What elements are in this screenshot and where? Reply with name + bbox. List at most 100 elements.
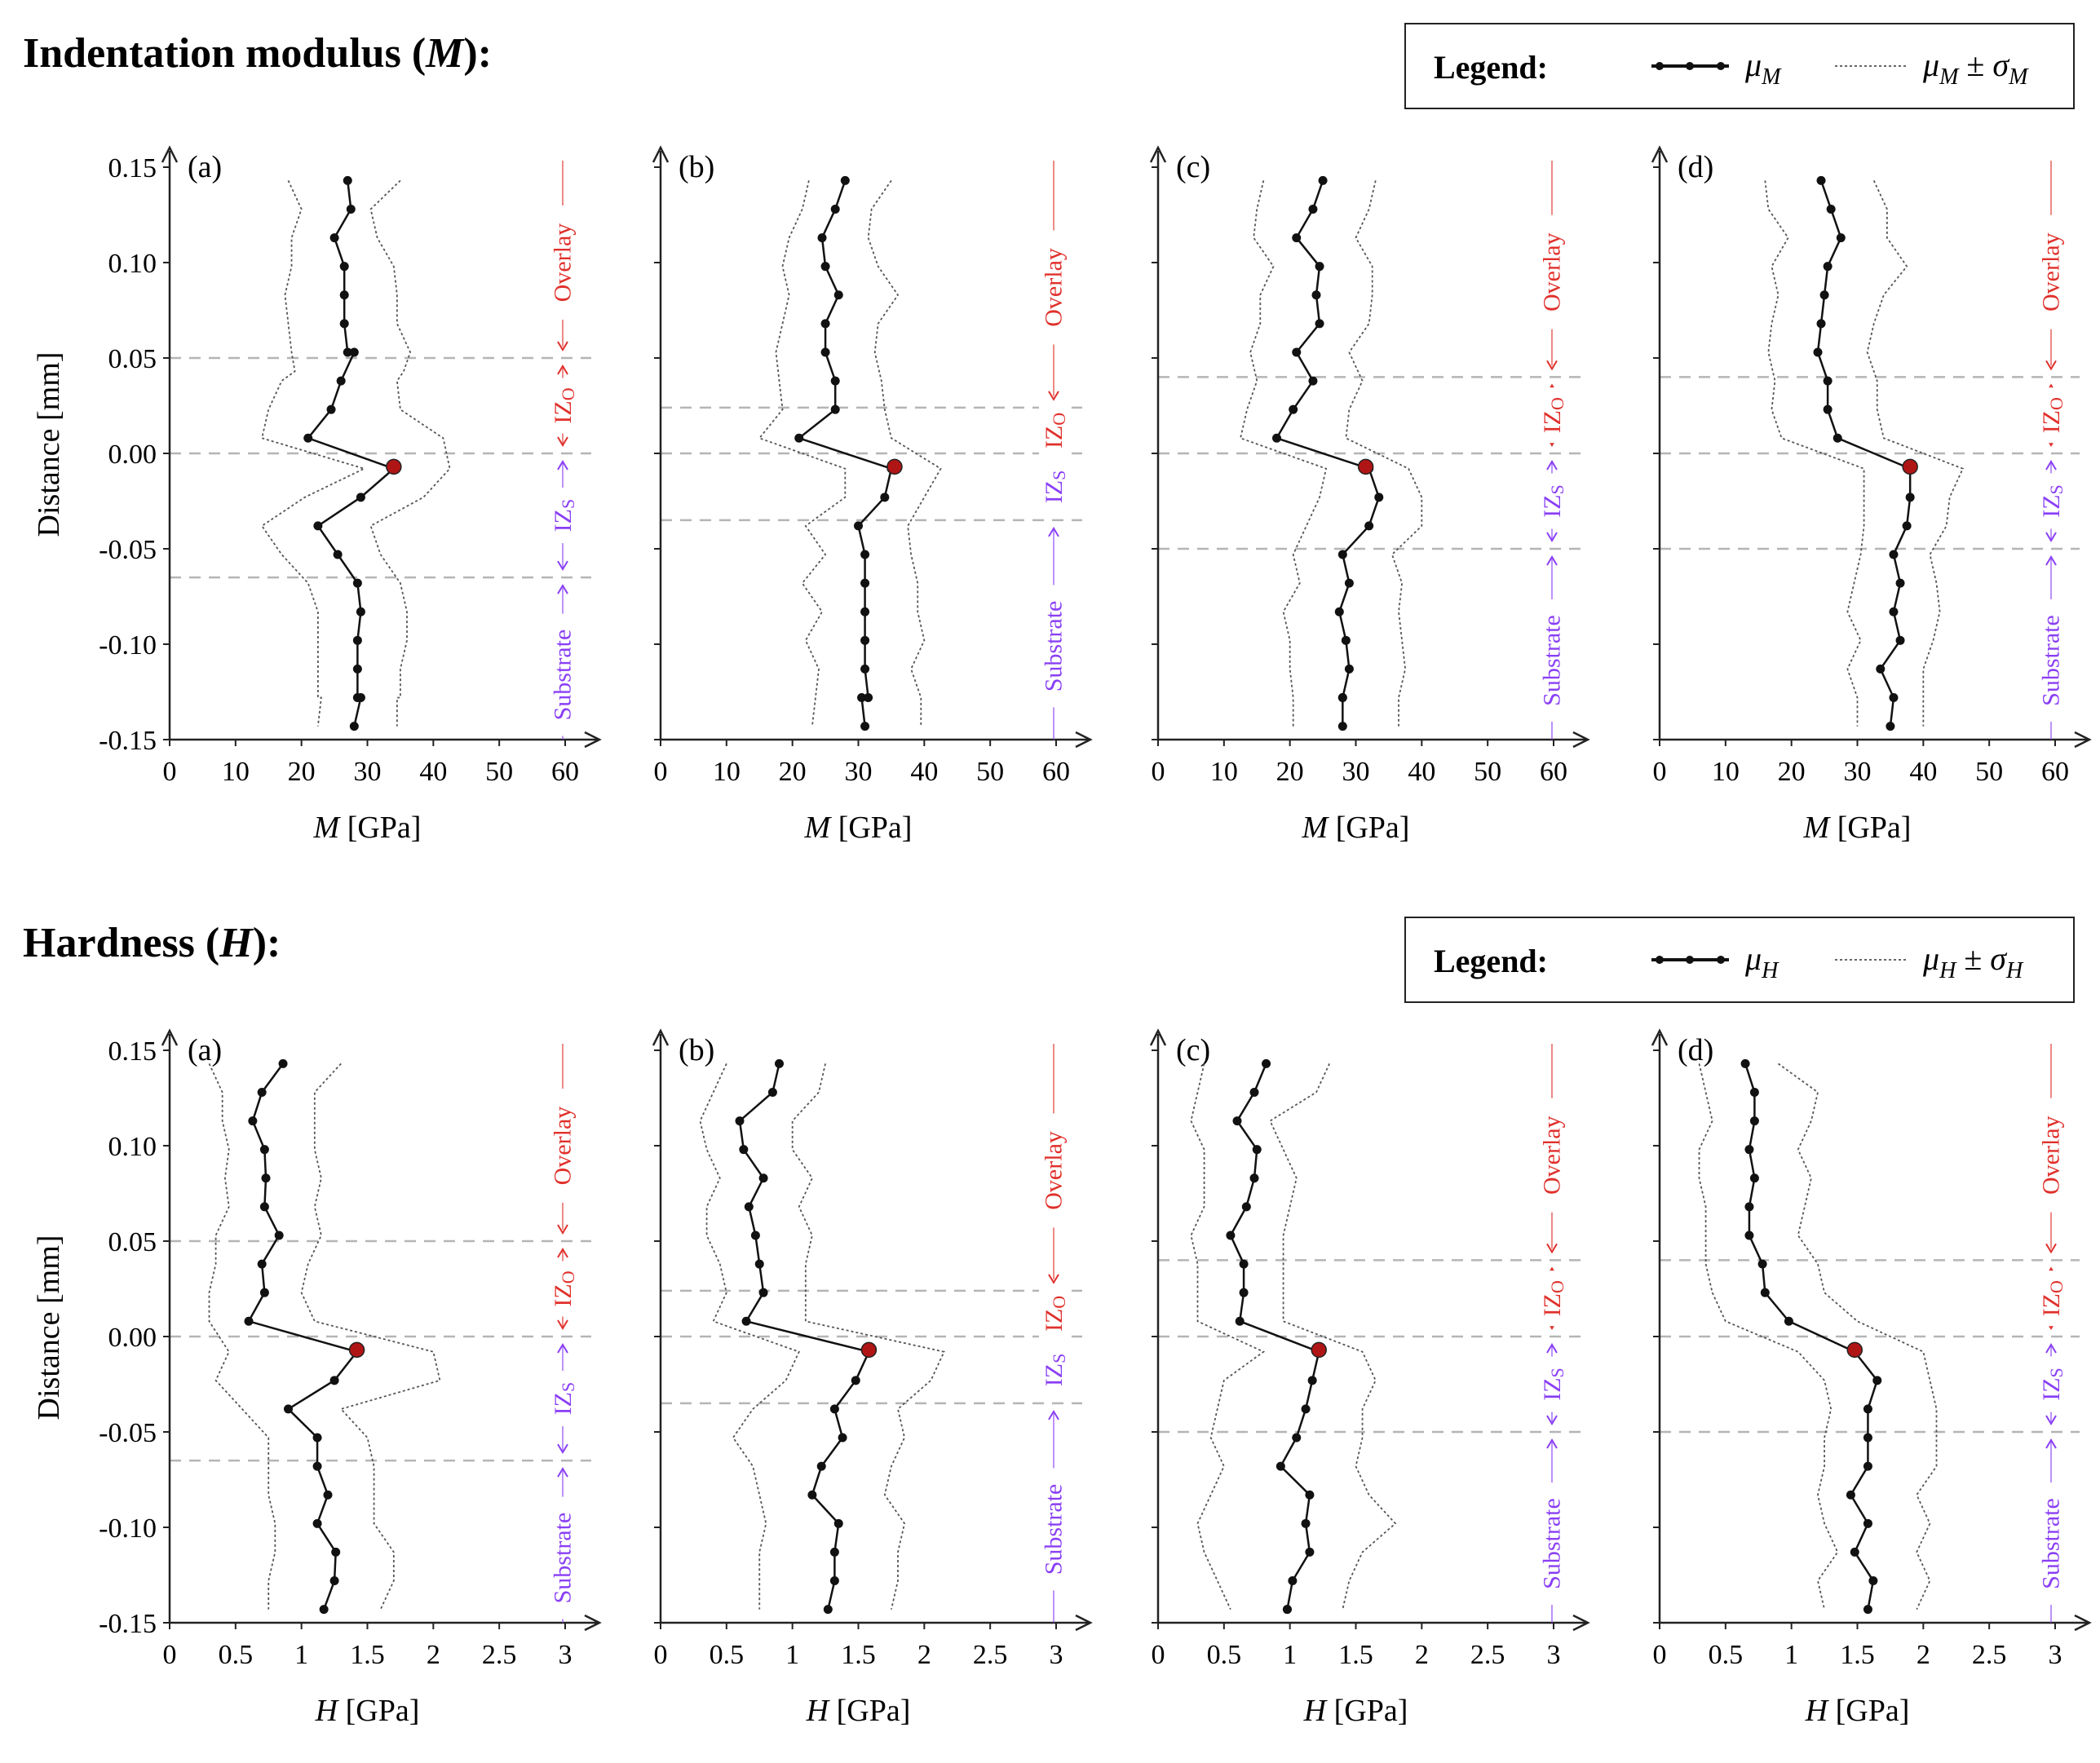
mean-marker [1895,578,1905,588]
mean-marker [1749,1087,1759,1097]
interface-point [886,458,903,475]
x-tick-label: 30 [1844,757,1872,787]
substrate-arrow [557,1467,568,1478]
mean-marker [857,693,867,703]
substrate-arrow [1048,1409,1059,1421]
x-tick-label: 1 [294,1640,308,1670]
y-axis-title-hardness: Distance [mm] [32,1235,66,1421]
y-axis-arrow [1651,145,1669,163]
label-bg [2036,387,2066,444]
izs-arrow-bottom [2045,1415,2057,1425]
y-tick-label: 0.15 [108,1036,157,1067]
zone-label-izo: IZO [1539,397,1567,433]
mean-marker [1288,1576,1298,1586]
x-tick-label: 60 [1540,757,1567,787]
izo-arrow-bottom [557,436,568,447]
mean-marker [1823,404,1833,414]
mean-marker [331,1547,341,1557]
x-tick-label: 1.5 [350,1640,385,1670]
mean-marker [1301,1404,1311,1414]
mean-marker [829,1404,839,1414]
substrate-arrow [2045,1438,2057,1449]
zone-label-overlay: Overlay [2038,232,2065,312]
label-bg [1537,1356,1567,1412]
mean-marker [1889,550,1899,559]
panel-0-1: 0 10 20 30 40 50 60 M [GPa] (b) Overlay IZO IZS Subs… [652,145,1093,845]
overlay-arrow [1048,1274,1059,1284]
mean-marker [1289,404,1298,414]
label-bg [548,1371,577,1427]
mean-marker [1744,1145,1754,1155]
mean-marker [1344,578,1354,588]
y-tick-label: 0.00 [108,440,157,470]
mean-marker [244,1316,254,1326]
mean-marker [352,664,362,674]
mean-marker [1816,319,1826,329]
y-tick-label: 0.05 [108,344,157,374]
mean-marker [1308,204,1318,214]
zone-label-overlay: Overlay [550,223,577,303]
upper-band-line [867,179,942,727]
mean-marker [1249,1173,1259,1183]
x-tick-label: 3 [2049,1640,2062,1670]
mean-marker [352,635,362,645]
mean-marker [1757,1259,1767,1269]
interface-point [1311,1341,1327,1359]
mean-line [306,180,396,727]
x-axis-arrow [1572,1614,1590,1632]
mean-marker [1364,521,1374,531]
mean-marker [1305,1547,1315,1557]
mean-marker [1301,1518,1311,1528]
mean-marker [284,1404,293,1414]
x-axis-arrow [2074,731,2092,749]
interface-point [1846,1341,1863,1359]
zone-label-overlay: Overlay [550,1107,577,1186]
lower-band-line [260,180,366,727]
x-tick-label: 0.5 [1207,1640,1242,1670]
mean-marker [820,347,830,357]
x-tick-label: 60 [1042,757,1070,787]
mean-marker [1292,233,1302,243]
mean-marker [1337,722,1347,731]
zone-label-substrate: Substrate [1539,615,1566,706]
mean-marker [829,1547,839,1557]
label-bg [2036,473,2066,529]
mean-marker [303,433,313,443]
lower-band-line [1239,180,1328,727]
zone-label-izo: IZO [1539,1280,1567,1316]
mean-marker [1863,1404,1872,1414]
legend-band-label: μH ± σH [1922,940,2024,983]
y-axis-arrow [1149,1028,1167,1046]
mean-marker [1816,175,1826,185]
panel-label: (b) [679,1033,714,1067]
upper-band-line [1345,180,1423,727]
zone-label-izs: IZS [1041,1354,1069,1387]
lower-band-line [1190,1063,1266,1610]
mean-marker [829,1576,839,1586]
mean-marker [329,1376,339,1385]
y-axis-title-modulus: Distance [mm] [32,352,66,537]
mean-marker [1744,1202,1754,1212]
mean-marker [1850,1547,1859,1557]
x-tick-label: 2 [1917,1640,1930,1670]
x-axis-title: H [GPa] [1303,1694,1408,1728]
x-tick-label: 50 [976,757,1004,787]
y-tick-label: 0.15 [108,153,157,183]
x-tick-label: 30 [354,757,382,787]
lower-band-line [758,180,847,727]
mean-marker [343,347,352,357]
label-bg [1537,1270,1567,1327]
mean-marker [860,664,870,674]
x-axis-arrow [1075,731,1093,749]
x-axis-title: M [GPa] [1302,811,1410,845]
mean-marker [1272,433,1281,443]
mean-line [1229,1063,1320,1610]
mean-marker [1868,1576,1878,1586]
mean-marker [1315,319,1324,329]
x-tick-label: 40 [910,757,938,787]
mean-marker [336,376,346,386]
panel-1-0: 0.15 0.10 0.05 0.00 -0.05 -0.10 -0.150 0.5 1 1.5 2… [99,1028,602,1728]
mean-marker [1823,376,1833,386]
mean-marker [356,493,365,502]
izs-arrow-bottom [1546,1415,1558,1425]
